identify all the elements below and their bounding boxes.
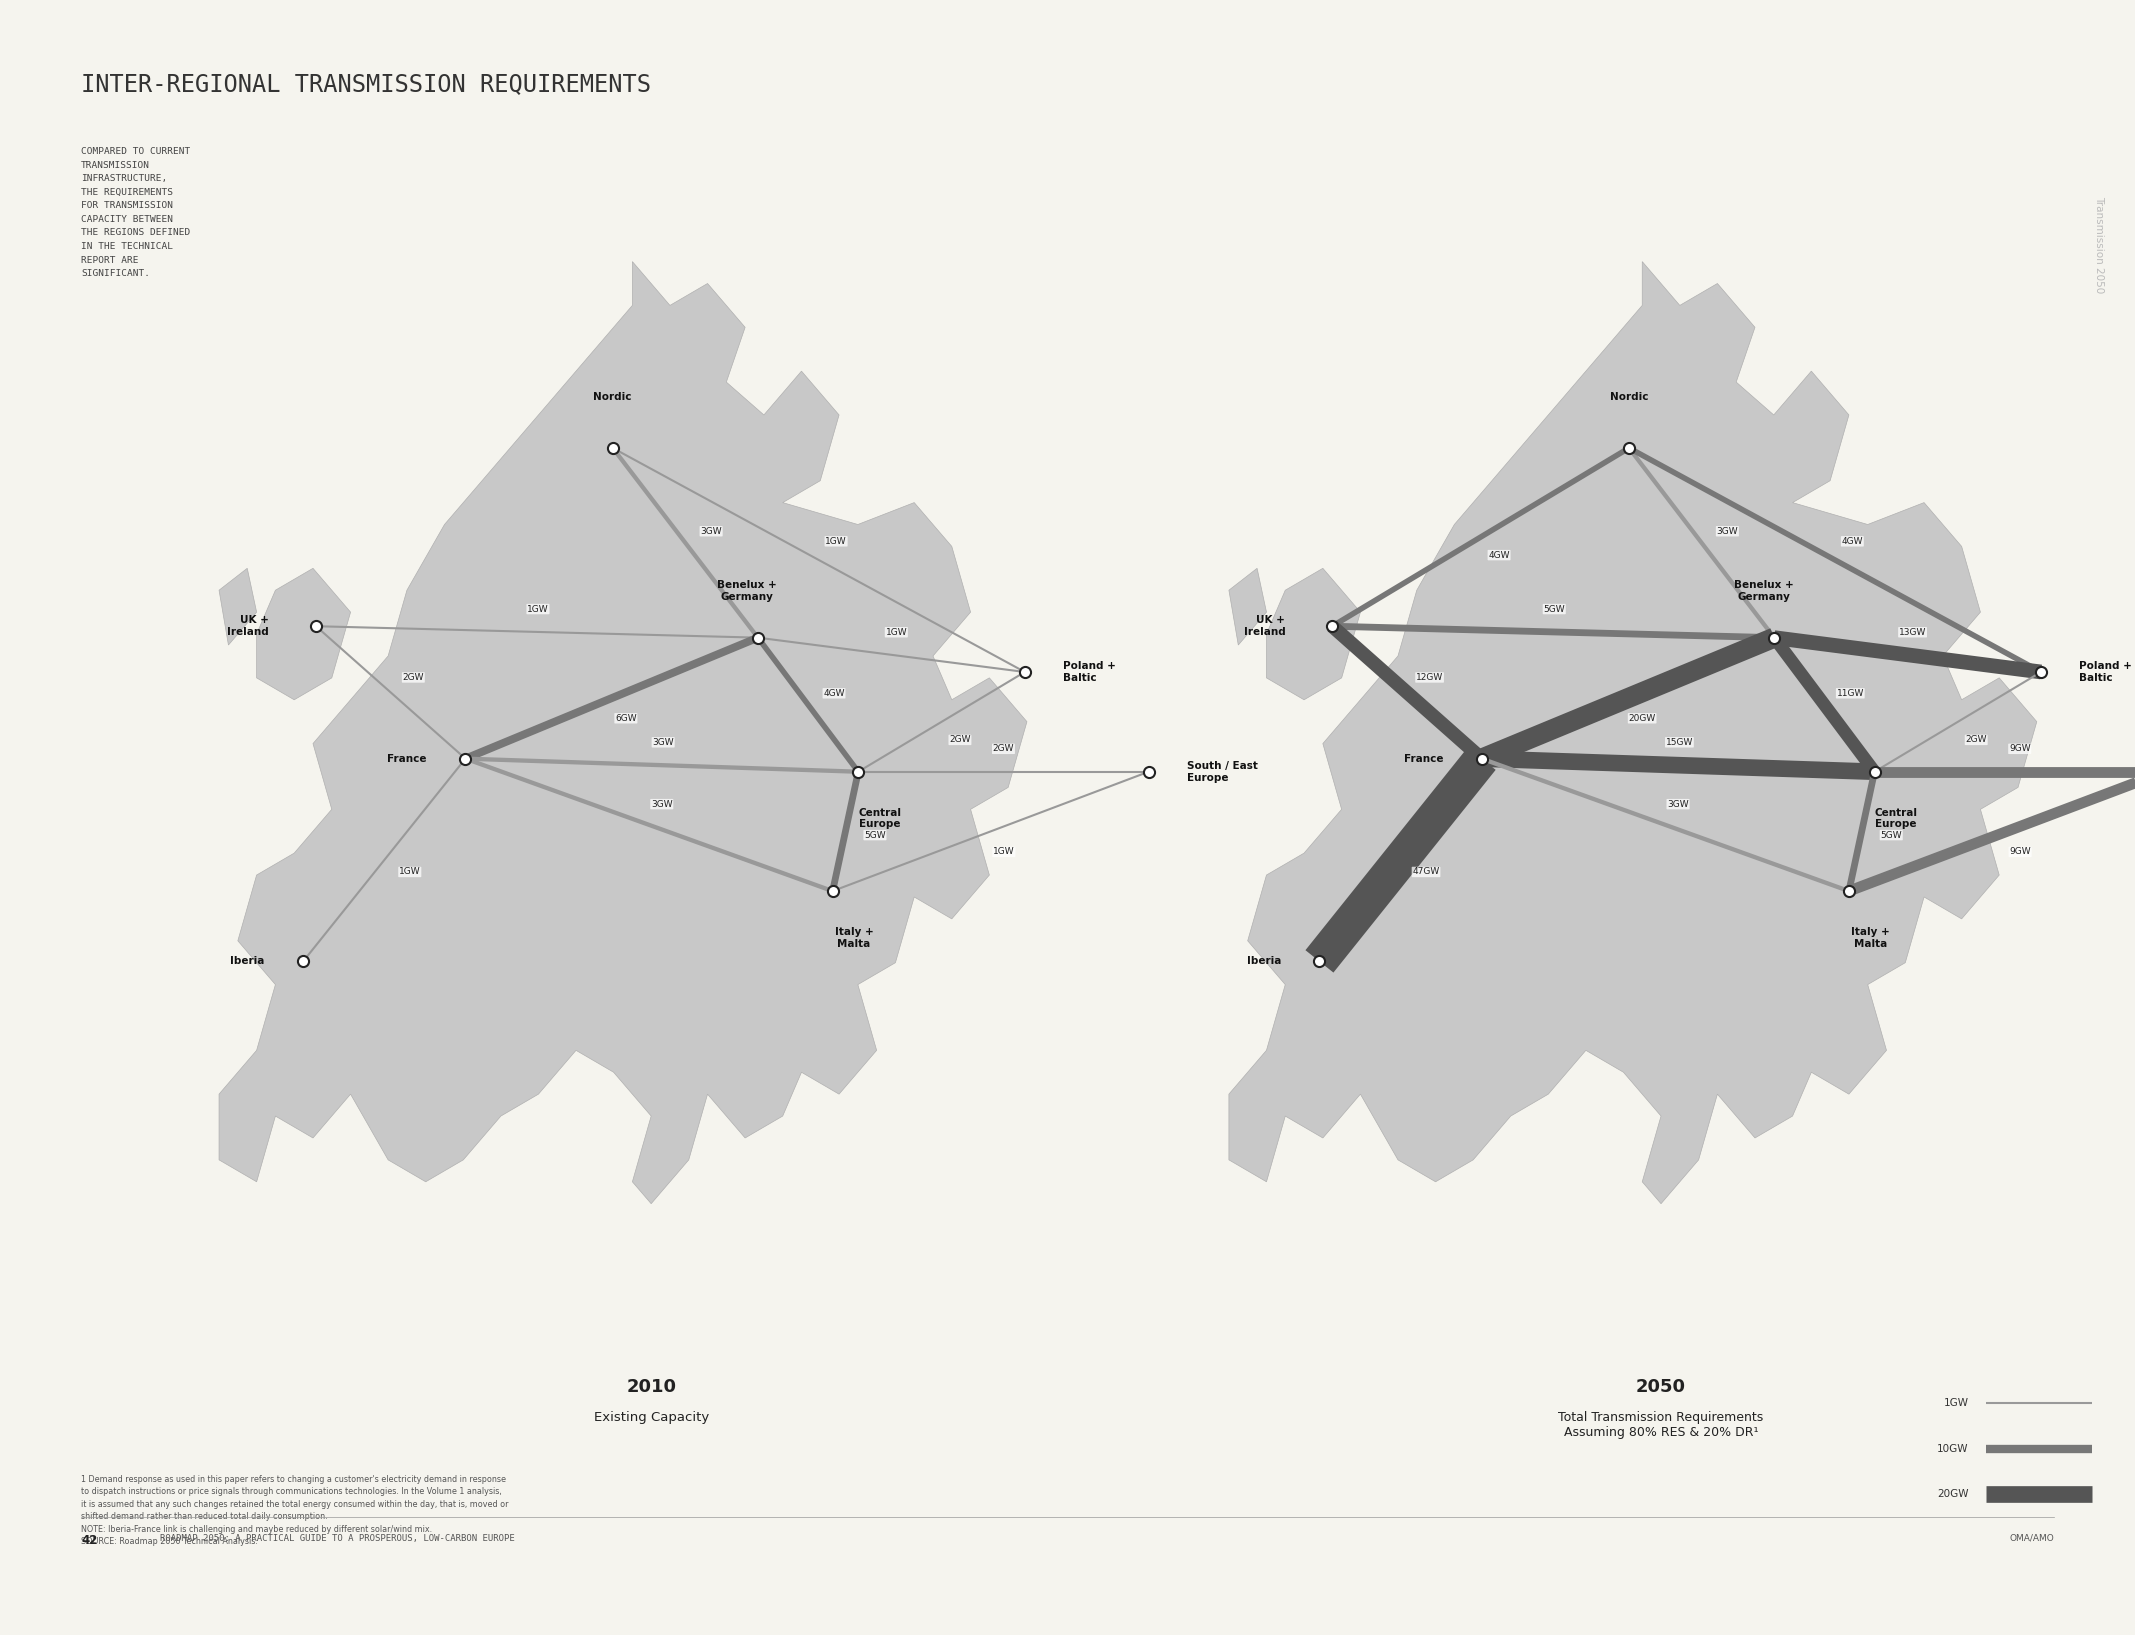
Text: 11GW: 11GW <box>1836 688 1864 698</box>
Text: 9GW: 9GW <box>2009 744 2030 754</box>
Text: INTER-REGIONAL TRANSMISSION REQUIREMENTS: INTER-REGIONAL TRANSMISSION REQUIREMENTS <box>81 72 651 96</box>
Text: Transmission 2050: Transmission 2050 <box>2094 196 2103 293</box>
Text: Nordic: Nordic <box>1610 392 1648 402</box>
Text: 15GW: 15GW <box>1665 737 1693 747</box>
Text: Iberia: Iberia <box>231 956 265 966</box>
Text: 47GW: 47GW <box>1413 868 1439 876</box>
Text: 5GW: 5GW <box>1544 605 1565 613</box>
Text: Italy +
Malta: Italy + Malta <box>835 927 873 948</box>
Text: 3GW: 3GW <box>1717 526 1738 536</box>
Polygon shape <box>256 569 350 700</box>
Text: COMPARED TO CURRENT
TRANSMISSION
INFRASTRUCTURE,
THE REQUIREMENTS
FOR TRANSMISSI: COMPARED TO CURRENT TRANSMISSION INFRAST… <box>81 147 190 278</box>
Text: 3GW: 3GW <box>651 800 673 809</box>
Text: 5GW: 5GW <box>865 831 886 840</box>
Text: 4GW: 4GW <box>1843 536 1864 546</box>
Text: France: France <box>1403 754 1443 764</box>
Text: Central
Europe: Central Europe <box>858 808 901 829</box>
Text: 1GW: 1GW <box>399 868 421 876</box>
Text: UK +
Ireland: UK + Ireland <box>1243 615 1285 638</box>
Text: Central
Europe: Central Europe <box>1875 808 1917 829</box>
Text: 1GW: 1GW <box>826 536 848 546</box>
Text: Poland +
Baltic: Poland + Baltic <box>2079 661 2133 683</box>
Text: 13GW: 13GW <box>1898 628 1926 636</box>
Text: 1 Demand response as used in this paper refers to changing a customer's electric: 1 Demand response as used in this paper … <box>81 1475 508 1547</box>
Text: 3GW: 3GW <box>700 526 722 536</box>
Text: 42: 42 <box>81 1534 98 1547</box>
Text: 2050: 2050 <box>1635 1378 1687 1396</box>
Text: 4GW: 4GW <box>1488 551 1509 559</box>
Text: Iberia: Iberia <box>1247 956 1281 966</box>
Text: 10GW: 10GW <box>1936 1444 1968 1454</box>
Text: 1GW: 1GW <box>527 605 549 613</box>
Polygon shape <box>220 262 1027 1203</box>
Text: Benelux +
Germany: Benelux + Germany <box>717 580 777 602</box>
Text: 6GW: 6GW <box>615 714 636 723</box>
Text: 20GW: 20GW <box>1936 1489 1968 1499</box>
Text: UK +
Ireland: UK + Ireland <box>226 615 269 638</box>
Text: ROADMAP 2050: A PRACTICAL GUIDE TO A PROSPEROUS, LOW-CARBON EUROPE: ROADMAP 2050: A PRACTICAL GUIDE TO A PRO… <box>160 1534 515 1543</box>
Text: 3GW: 3GW <box>653 737 675 747</box>
Text: 1GW: 1GW <box>1943 1398 1968 1408</box>
Text: 9GW: 9GW <box>2009 847 2030 857</box>
Text: South / East
Europe: South / East Europe <box>1187 760 1258 783</box>
Text: Benelux +
Germany: Benelux + Germany <box>1734 580 1793 602</box>
Text: Poland +
Baltic: Poland + Baltic <box>1063 661 1117 683</box>
Text: 2GW: 2GW <box>950 736 971 744</box>
Polygon shape <box>1230 569 1266 644</box>
Text: Italy +
Malta: Italy + Malta <box>1851 927 1889 948</box>
Text: Existing Capacity: Existing Capacity <box>594 1411 709 1424</box>
Text: 1GW: 1GW <box>993 847 1014 857</box>
Text: OMA/AMO: OMA/AMO <box>2009 1534 2054 1543</box>
Text: 12GW: 12GW <box>1416 674 1443 682</box>
Text: 20GW: 20GW <box>1629 714 1657 723</box>
Text: 2GW: 2GW <box>404 674 425 682</box>
Text: Nordic: Nordic <box>594 392 632 402</box>
Text: 2GW: 2GW <box>1966 736 1988 744</box>
Text: France: France <box>386 754 427 764</box>
Polygon shape <box>1266 569 1360 700</box>
Text: 4GW: 4GW <box>824 688 845 698</box>
Text: Total Transmission Requirements
Assuming 80% RES & 20% DR¹: Total Transmission Requirements Assuming… <box>1559 1411 1764 1439</box>
Polygon shape <box>1230 262 2037 1203</box>
Text: 2GW: 2GW <box>993 744 1014 754</box>
Text: 1GW: 1GW <box>886 628 907 636</box>
Text: 3GW: 3GW <box>1667 800 1689 809</box>
Text: 5GW: 5GW <box>1881 831 1902 840</box>
Text: 2010: 2010 <box>626 1378 677 1396</box>
Polygon shape <box>220 569 256 644</box>
